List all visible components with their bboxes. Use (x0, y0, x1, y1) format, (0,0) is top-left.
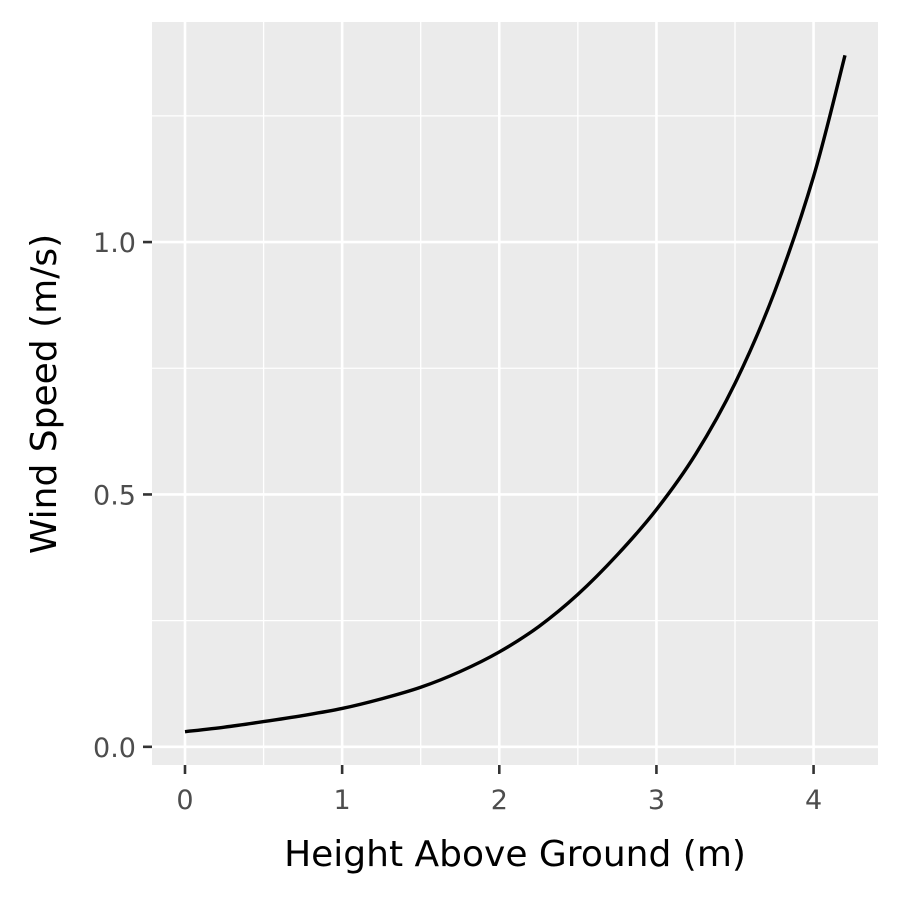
x-tick-label: 1 (334, 785, 351, 816)
x-tick-label: 3 (648, 785, 665, 816)
y-axis-title: Wind Speed (m/s) (24, 234, 65, 554)
x-axis-title: Height Above Ground (m) (284, 834, 746, 875)
x-tick-label: 2 (491, 785, 508, 816)
x-tick-label: 4 (805, 785, 822, 816)
x-axis-ticks: 0 1 2 3 4 (176, 765, 822, 816)
series-line (184, 54, 847, 734)
panel-background (152, 22, 878, 765)
series-layer (184, 54, 847, 734)
y-axis-ticks: 0.0 0.5 1.0 (93, 228, 152, 764)
y-tick-label: 0.5 (93, 480, 136, 511)
grid-major (152, 22, 878, 765)
grid-minor (152, 22, 878, 765)
y-tick-label: 1.0 (93, 228, 136, 259)
y-tick-label: 0.0 (93, 733, 136, 764)
x-tick-label: 0 (176, 785, 193, 816)
